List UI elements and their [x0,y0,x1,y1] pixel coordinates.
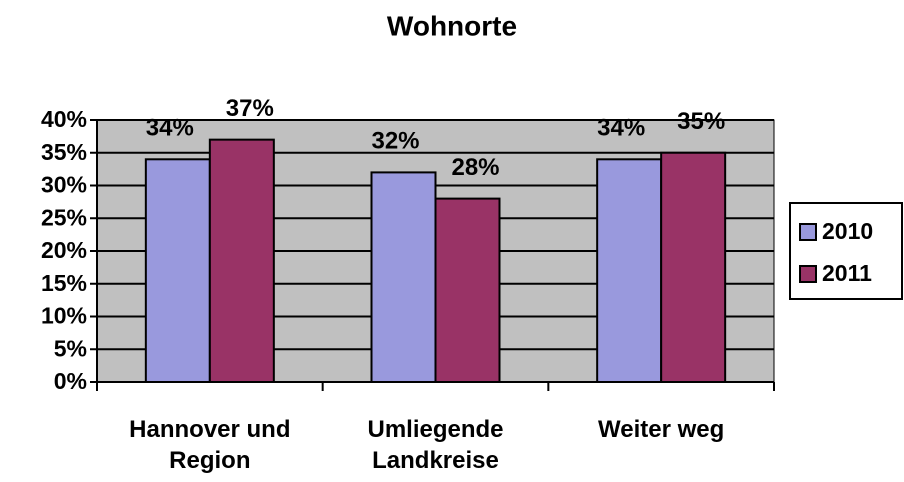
y-tick-label: 10% [41,303,87,329]
value-label: 32% [371,128,419,155]
y-tick-label: 5% [54,335,87,361]
y-tick-label: 40% [41,106,87,132]
y-tick-label: 20% [41,237,87,263]
y-tick-label: 15% [41,270,87,296]
legend-label: 2010 [822,218,873,244]
legend-swatch [799,223,817,241]
bar [370,171,437,383]
bar [434,197,501,383]
x-tick-label: Umliegende Landkreise [367,416,504,474]
value-label: 37% [226,95,274,122]
legend-swatch [799,265,817,283]
value-label: 28% [451,154,499,181]
y-tick-label: 30% [41,172,87,198]
bar [208,138,275,383]
value-label: 34% [146,115,194,142]
y-tick-label: 25% [41,204,87,230]
bar [596,158,663,383]
y-tick-label: 0% [54,368,87,394]
y-tick-label: 35% [41,139,87,165]
value-label: 34% [597,115,645,142]
x-tick-label: Weiter weg [598,416,725,443]
bar [660,151,727,383]
legend-label: 2011 [822,260,872,286]
chart-title: Wohnorte [387,10,517,41]
value-label: 35% [677,108,725,135]
bar [144,158,211,383]
x-tick-label: Hannover und Region [129,416,291,474]
